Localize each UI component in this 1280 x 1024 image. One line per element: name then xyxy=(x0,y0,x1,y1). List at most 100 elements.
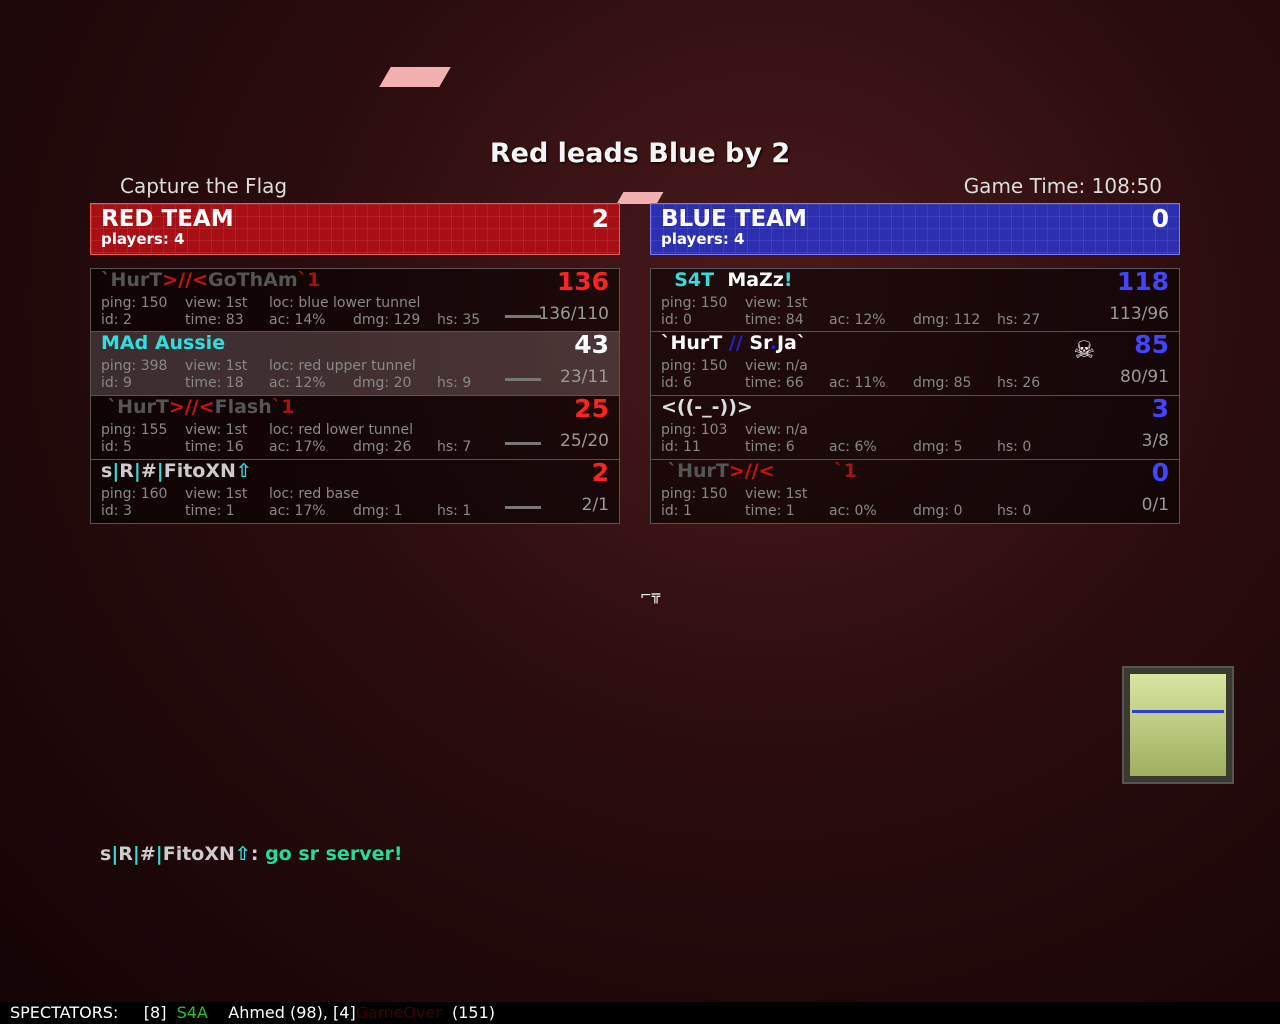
text-segment: [8] xyxy=(143,1003,177,1022)
stat-time: time: 18 xyxy=(185,375,244,391)
text-segment: Sr xyxy=(742,332,770,354)
text-segment: `1 xyxy=(297,269,321,291)
ping: ping: 160 xyxy=(101,486,168,502)
text-segment: >//< xyxy=(162,269,208,291)
team-players: players: 4 xyxy=(101,230,185,248)
stat-ac: ac: 17% xyxy=(269,439,326,455)
player-name: MAd Aussie xyxy=(101,332,225,354)
stat-ac: ac: 14% xyxy=(269,312,326,328)
player-score: 118 xyxy=(1116,267,1169,296)
text-segment: `HurT xyxy=(101,396,169,418)
stat-id: id: 5 xyxy=(101,439,132,455)
player-score: 43 xyxy=(574,330,609,359)
stat-dmg: dmg: 112 xyxy=(913,312,981,328)
spectators-bar: SPECTATORS: [8] S4A Ahmed (98), [4]GameO… xyxy=(0,1002,1280,1024)
text-segment: ⇧ xyxy=(235,460,252,482)
stat-ac: ac: 6% xyxy=(829,439,877,455)
shotgun-icon xyxy=(505,378,541,381)
ping: ping: 398 xyxy=(101,358,168,374)
stat-id: id: 3 xyxy=(101,503,132,519)
ping: ping: 155 xyxy=(101,422,168,438)
stat-hs: hs: 9 xyxy=(437,375,472,391)
ping: ping: 150 xyxy=(661,358,728,374)
location: loc: blue lower tunnel xyxy=(269,295,421,311)
view: view: 1st xyxy=(185,358,248,374)
stat-dmg: dmg: 26 xyxy=(353,439,412,455)
player-name: `HurT>//< `1 xyxy=(661,460,857,482)
stat-id: id: 1 xyxy=(661,503,692,519)
stat-hs: hs: 27 xyxy=(997,312,1041,328)
player-row: `HurT>//< `1 0 ping: 150 view: 1st id: 1 time… xyxy=(650,458,1180,524)
red-player-list: `HurT>//<GoThAm`1 136 ping: 150 view: 1st lo… xyxy=(90,267,620,524)
team-score: 0 xyxy=(1151,204,1169,233)
text-segment: Ahmed (98), [4] xyxy=(207,1003,356,1022)
stat-id: id: 9 xyxy=(101,375,132,391)
stat-hs: hs: 7 xyxy=(437,439,472,455)
text-segment: R xyxy=(119,460,134,482)
stat-time: time: 1 xyxy=(185,503,235,519)
view: view: 1st xyxy=(185,295,248,311)
text-segment: >//< xyxy=(168,396,215,418)
player-name: s|R|#|FitoXN⇧ xyxy=(101,460,252,482)
text-segment: `HurT xyxy=(101,269,163,291)
stat-hs: hs: 35 xyxy=(437,312,481,328)
stat-time: time: 66 xyxy=(745,375,804,391)
team-score: 2 xyxy=(591,204,609,233)
text-segment: R xyxy=(118,843,133,865)
team-players: players: 4 xyxy=(661,230,745,248)
ceiling-light xyxy=(379,67,451,87)
kills-deaths: 25/20 xyxy=(560,431,609,451)
stat-dmg: dmg: 85 xyxy=(913,375,972,391)
kills-deaths: 23/11 xyxy=(560,367,609,387)
player-name: `HurT>//<GoThAm`1 xyxy=(101,269,320,291)
red-team-header: RED TEAM 2 players: 4 xyxy=(90,203,620,255)
text-segment: <((-_-))> xyxy=(661,396,753,418)
stat-time: time: 6 xyxy=(745,439,795,455)
ak47-icon xyxy=(505,506,541,509)
player-row: s|R|#|FitoXN⇧ 2 ping: 160 view: 1st loc: red… xyxy=(90,458,620,524)
text-segment: `1 xyxy=(834,460,857,482)
view: view: 1st xyxy=(745,295,808,311)
text-segment: FitoXN xyxy=(162,843,235,865)
player-name: S4T MaZz! xyxy=(661,269,792,291)
view: view: n/a xyxy=(745,422,808,438)
stat-dmg: dmg: 5 xyxy=(913,439,963,455)
text-segment: Ja` xyxy=(776,332,807,354)
player-row: `HurT>//<Flash`1 25 ping: 155 view: 1st loc:… xyxy=(90,394,620,460)
stat-ac: ac: 12% xyxy=(269,375,326,391)
text-segment: | xyxy=(112,460,120,482)
weapon-pickup-icon: ⌐╦ xyxy=(640,588,661,604)
text-segment: SPECTATORS: xyxy=(10,1003,144,1022)
text-segment: MaZz xyxy=(727,269,784,291)
team-name: BLUE TEAM xyxy=(661,206,807,232)
text-segment: GoThAm xyxy=(207,269,298,291)
chat-text: go sr server! xyxy=(265,843,403,865)
view: view: 1st xyxy=(745,486,808,502)
text-segment: FitoXN xyxy=(163,460,236,482)
text-segment: ⇧ xyxy=(234,843,251,865)
player-score: 2 xyxy=(591,458,609,487)
game-time: Game Time: 108:50 xyxy=(963,174,1162,198)
stat-hs: hs: 0 xyxy=(997,503,1032,519)
stat-time: time: 16 xyxy=(185,439,244,455)
location: loc: red upper tunnel xyxy=(269,358,416,374)
stat-ac: ac: 0% xyxy=(829,503,877,519)
text-segment: | xyxy=(111,843,119,865)
text-segment: | xyxy=(132,843,140,865)
text-segment: MAd Aussie xyxy=(101,332,226,354)
kills-deaths: 2/1 xyxy=(581,495,609,515)
player-name: <((-_-))> xyxy=(661,396,753,418)
stat-id: id: 2 xyxy=(101,312,132,328)
stat-ac: ac: 17% xyxy=(269,503,326,519)
blue-team-header: BLUE TEAM 0 players: 4 xyxy=(650,203,1180,255)
ping: ping: 103 xyxy=(661,422,728,438)
player-score: 25 xyxy=(574,394,609,423)
ak47-icon xyxy=(505,442,541,445)
player-score: 85 xyxy=(1134,330,1169,359)
stat-id: id: 0 xyxy=(661,312,692,328)
minimap xyxy=(1122,666,1234,784)
player-row: <((-_-))> 3 ping: 103 view: n/a id: 11 time: … xyxy=(650,394,1180,460)
stat-ac: ac: 11% xyxy=(829,375,886,391)
stat-time: time: 1 xyxy=(745,503,795,519)
stat-hs: hs: 26 xyxy=(997,375,1041,391)
